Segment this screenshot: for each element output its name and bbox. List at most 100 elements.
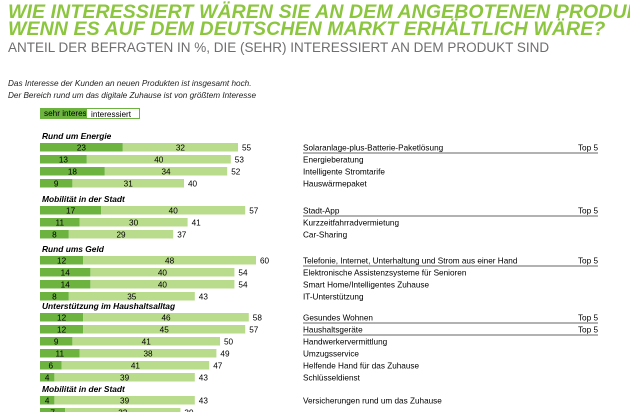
- chart-title: WIE INTERESSIERT WÄREN SIE AN DEM ANGEBO…: [8, 2, 630, 40]
- bar-sehr-interessiert: [40, 408, 66, 412]
- group-title: Rund ums Geld: [42, 244, 105, 254]
- data-label-total: 55: [242, 144, 252, 153]
- product-label: Elektronische Assistenzsysteme für Senio…: [303, 269, 467, 278]
- product-label: Schlüsseldienst: [303, 374, 361, 383]
- data-label-sehr: 9: [54, 338, 59, 347]
- product-label: Solaranlage-plus-Batterie-Paketlösung: [303, 144, 444, 153]
- data-label-sehr: 12: [57, 314, 67, 323]
- data-label-inter: 40: [154, 156, 164, 165]
- data-label-total: 57: [249, 207, 259, 216]
- bar-interessiert: [104, 167, 228, 176]
- group-title: Rund um Energie: [42, 131, 112, 141]
- data-label-sehr: 13: [59, 156, 69, 165]
- data-label-total: 52: [231, 168, 241, 177]
- data-label-inter: 32: [118, 409, 128, 412]
- group-title: Mobilität in der Stadt: [42, 194, 126, 204]
- data-label-sehr: 11: [56, 350, 65, 359]
- bar-interessiert: [68, 292, 195, 301]
- data-label-total: 41: [192, 219, 202, 228]
- bar-sehr-interessiert: [40, 337, 73, 346]
- intro-line-1: Das Interesse der Kunden an neuen Produk…: [8, 79, 252, 88]
- legend-interessiert: interessiert: [86, 108, 140, 119]
- data-label-sehr: 6: [49, 362, 54, 371]
- bar-sehr-interessiert: [40, 230, 69, 239]
- data-label-total: 40: [188, 180, 198, 189]
- data-label-sehr: 8: [52, 231, 57, 240]
- data-label-total: 37: [177, 231, 187, 240]
- data-label-total: 50: [224, 338, 234, 347]
- product-label: Stadt-App: [303, 207, 340, 216]
- bar-interessiert: [83, 256, 256, 265]
- data-label-total: 43: [199, 397, 209, 406]
- data-label-inter: 40: [158, 269, 168, 278]
- data-label-total: 58: [253, 314, 263, 323]
- data-label-inter: 34: [161, 168, 171, 177]
- product-label: Telefonie, Internet, Unterhaltung und St…: [303, 257, 518, 266]
- bar-sehr-interessiert: [40, 268, 91, 277]
- top5-badge: Top 5: [578, 326, 598, 335]
- bar-sehr-interessiert: [40, 396, 55, 405]
- bar-interessiert: [72, 337, 221, 346]
- intro-text: Das Interesse der Kunden an neuen Produk…: [8, 78, 256, 102]
- group-title: Unterstützung im Haushaltsalltag: [42, 301, 175, 311]
- title-line-2: WENN ES AUF DEM DEUTSCHEN MARKT ERHÄLTLI…: [8, 18, 606, 40]
- data-label-inter: 29: [116, 231, 126, 240]
- bar-sehr-interessiert: [40, 206, 102, 215]
- bar-sehr-interessiert: [40, 218, 80, 227]
- data-label-sehr: 4: [45, 374, 50, 383]
- bar-interessiert: [54, 396, 195, 405]
- data-label-total: 39: [184, 409, 194, 412]
- bar-interessiert: [83, 313, 249, 322]
- data-label-inter: 48: [165, 257, 175, 266]
- bar-sehr-interessiert: [40, 361, 62, 370]
- bar-interessiert: [122, 143, 238, 152]
- data-label-sehr: 23: [77, 144, 87, 153]
- bar-interessiert: [101, 206, 246, 215]
- top5-badge: Top 5: [578, 314, 598, 323]
- bar-sehr-interessiert: [40, 143, 123, 152]
- bar-sehr-interessiert: [40, 325, 84, 334]
- data-label-inter: 45: [160, 326, 170, 335]
- bar-interessiert: [83, 325, 246, 334]
- data-label-sehr: 18: [68, 168, 78, 177]
- data-label-inter: 38: [143, 350, 153, 359]
- product-label: Haushaltsgeräte: [303, 326, 363, 335]
- product-label: Handwerkervermittlung: [303, 338, 388, 347]
- bar-interessiert: [86, 155, 231, 164]
- bar-interessiert: [61, 361, 210, 370]
- product-label: IT-Unterstützung: [303, 293, 364, 302]
- bar-interessiert: [65, 408, 181, 412]
- top5-badge: Top 5: [578, 144, 598, 153]
- bar-interessiert: [79, 218, 188, 227]
- data-label-inter: 40: [169, 207, 179, 216]
- bar-sehr-interessiert: [40, 292, 69, 301]
- data-label-sehr: 4: [45, 397, 50, 406]
- data-label-sehr: 9: [54, 180, 59, 189]
- product-label: Energieberatung: [303, 156, 364, 165]
- bar-sehr-interessiert: [40, 373, 55, 382]
- data-label-inter: 41: [131, 362, 141, 371]
- product-label: Versicherungen rund um das Zuhause: [303, 397, 442, 406]
- group-title: Mobilität in der Stadt: [42, 384, 126, 394]
- bar-sehr-interessiert: [40, 256, 84, 265]
- data-label-inter: 32: [176, 144, 186, 153]
- data-label-total: 54: [238, 281, 248, 290]
- bar-sehr-interessiert: [40, 313, 84, 322]
- data-label-total: 43: [199, 293, 209, 302]
- bar-interessiert: [90, 280, 235, 289]
- bar-interessiert: [79, 349, 217, 358]
- legend-label-inter: interessiert: [91, 110, 132, 119]
- data-label-inter: 31: [124, 180, 134, 189]
- bar-sehr-interessiert: [40, 155, 87, 164]
- data-label-total: 57: [249, 326, 259, 335]
- bar-interessiert: [54, 373, 195, 382]
- product-label: Umzugsservice: [303, 350, 359, 359]
- bar-sehr-interessiert: [40, 167, 105, 176]
- product-label: Car-Sharing: [303, 231, 348, 240]
- product-label: Helfende Hand für das Zuhause: [303, 362, 420, 371]
- data-label-sehr: 14: [61, 281, 71, 290]
- data-label-total: 43: [199, 374, 209, 383]
- data-label-sehr: 14: [61, 269, 71, 278]
- legend-label-sehr: sehr interessiert: [44, 109, 103, 118]
